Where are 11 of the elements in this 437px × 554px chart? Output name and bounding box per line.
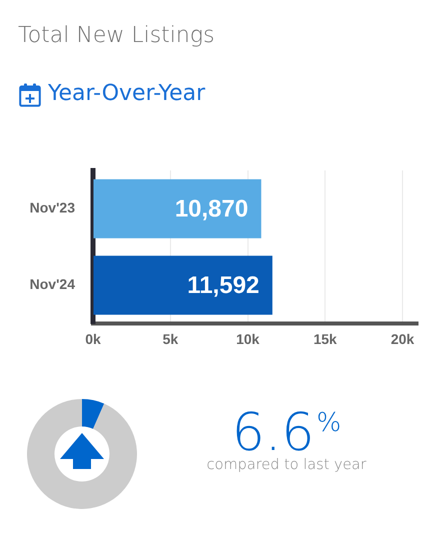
x-tick-label: 10k [236, 330, 260, 347]
x-tick-label: 0k [85, 330, 101, 347]
data-label: 10,870 [174, 195, 248, 222]
x-tick-label: 15k [313, 330, 338, 347]
y-tick-label: Nov'24 [30, 276, 76, 292]
x-tick-label: 5k [162, 330, 178, 347]
data-label: 11,592 [187, 272, 260, 299]
chart-subtitle: Year-Over-Year [48, 80, 206, 108]
y-tick-label: Nov'23 [30, 200, 76, 216]
chart-title: Total New Listings [18, 22, 215, 50]
x-tick-label: 20k [390, 330, 414, 347]
